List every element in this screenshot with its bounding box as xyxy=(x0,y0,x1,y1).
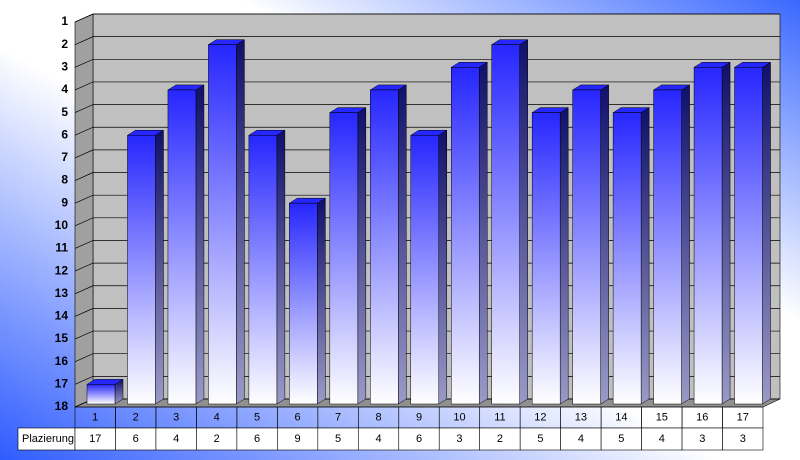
bar-side xyxy=(317,197,326,405)
y-tick-label: 10 xyxy=(55,218,69,232)
x-tick-label: 10 xyxy=(453,411,465,423)
bar xyxy=(289,202,318,405)
y-tick-label: 16 xyxy=(55,354,69,368)
table-value: 4 xyxy=(659,433,665,445)
bar xyxy=(531,112,561,405)
table-value: 6 xyxy=(133,433,139,445)
table-value: 6 xyxy=(254,433,260,445)
bar xyxy=(329,112,359,405)
table-value: 6 xyxy=(416,433,422,445)
x-tick-label: 16 xyxy=(696,411,708,423)
y-tick-label: 14 xyxy=(55,309,69,323)
table-value: 5 xyxy=(537,433,543,445)
table-value: 3 xyxy=(456,433,462,445)
bar-side xyxy=(236,39,245,405)
table-cell xyxy=(722,427,764,451)
x-tick-label: 5 xyxy=(254,411,260,423)
bar xyxy=(248,134,278,405)
table-value: 2 xyxy=(214,433,220,445)
x-tick-label: 9 xyxy=(416,411,422,423)
y-tick-label: 17 xyxy=(55,377,69,391)
x-tick-label: 6 xyxy=(295,411,301,423)
bar-side xyxy=(357,107,367,405)
bar-side xyxy=(559,107,569,405)
bar xyxy=(167,89,197,405)
table-value: 9 xyxy=(295,433,301,445)
y-tick-label: 6 xyxy=(61,127,68,141)
x-tick-label: 3 xyxy=(173,411,179,423)
grid-line xyxy=(74,58,780,68)
table-value: 5 xyxy=(618,433,624,445)
x-tick-label: 1 xyxy=(92,411,98,423)
x-tick-label: 7 xyxy=(335,411,341,423)
bar xyxy=(653,89,682,405)
bar xyxy=(370,89,399,405)
bar-side xyxy=(276,129,286,405)
bar-side xyxy=(600,84,609,405)
bar xyxy=(734,67,763,405)
table-value: 5 xyxy=(335,433,341,445)
bar xyxy=(612,112,642,405)
bar-side xyxy=(762,61,771,405)
y-tick-label: 7 xyxy=(61,150,68,164)
bar xyxy=(491,44,520,405)
table-value: 3 xyxy=(740,433,746,445)
y-tick-label: 18 xyxy=(55,399,69,413)
bar-side xyxy=(721,61,731,405)
y-tick-label: 4 xyxy=(61,82,68,96)
x-tick-label: 2 xyxy=(133,411,139,423)
grid-line xyxy=(74,13,780,23)
table-value: 17 xyxy=(89,433,101,445)
bar-side xyxy=(681,84,690,405)
bar xyxy=(693,67,723,405)
grid-line xyxy=(74,81,780,91)
table-value: 4 xyxy=(173,433,179,445)
bar-side xyxy=(195,84,205,405)
y-tick-label: 11 xyxy=(55,241,68,255)
y-tick-label: 3 xyxy=(61,59,68,73)
y-tick-label: 1 xyxy=(61,14,68,28)
y-tick-label: 12 xyxy=(55,263,69,277)
bar-side xyxy=(478,61,488,405)
side-wall xyxy=(74,13,94,408)
bar-side xyxy=(519,39,528,405)
bar xyxy=(127,134,156,405)
y-tick-label: 13 xyxy=(55,286,69,300)
bar xyxy=(450,67,480,405)
bar xyxy=(86,384,116,405)
x-tick-label: 15 xyxy=(656,411,668,423)
table-value: 4 xyxy=(375,433,381,445)
x-tick-label: 14 xyxy=(615,411,627,423)
y-tick-label: 5 xyxy=(61,105,68,119)
table-value: 4 xyxy=(578,433,584,445)
bar-side xyxy=(640,107,650,405)
legend-label: Plazierung xyxy=(22,433,74,445)
table-value: 3 xyxy=(699,433,705,445)
y-tick-label: 8 xyxy=(61,173,68,187)
x-tick-label: 8 xyxy=(375,411,381,423)
y-tick-label: 15 xyxy=(55,331,69,345)
y-tick-label: 9 xyxy=(61,195,68,209)
bar-side xyxy=(438,129,448,405)
bar xyxy=(208,44,237,405)
bar xyxy=(410,134,440,405)
table-value: 2 xyxy=(497,433,503,445)
bar xyxy=(572,89,601,405)
x-tick-label: 12 xyxy=(534,411,546,423)
y-tick-label: 2 xyxy=(61,37,68,51)
x-tick-label: 11 xyxy=(494,411,505,423)
x-tick-label: 4 xyxy=(214,411,220,423)
grid-line xyxy=(74,104,780,113)
bar-side xyxy=(155,129,164,405)
bar-side xyxy=(398,84,407,405)
x-tick-label: 13 xyxy=(575,411,587,423)
grid-line xyxy=(74,36,780,45)
x-tick-label: 17 xyxy=(737,411,749,423)
